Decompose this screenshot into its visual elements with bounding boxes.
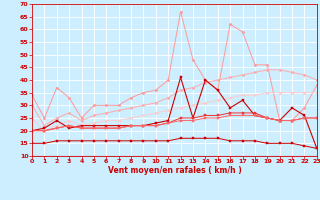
X-axis label: Vent moyen/en rafales ( km/h ): Vent moyen/en rafales ( km/h ) [108,166,241,175]
